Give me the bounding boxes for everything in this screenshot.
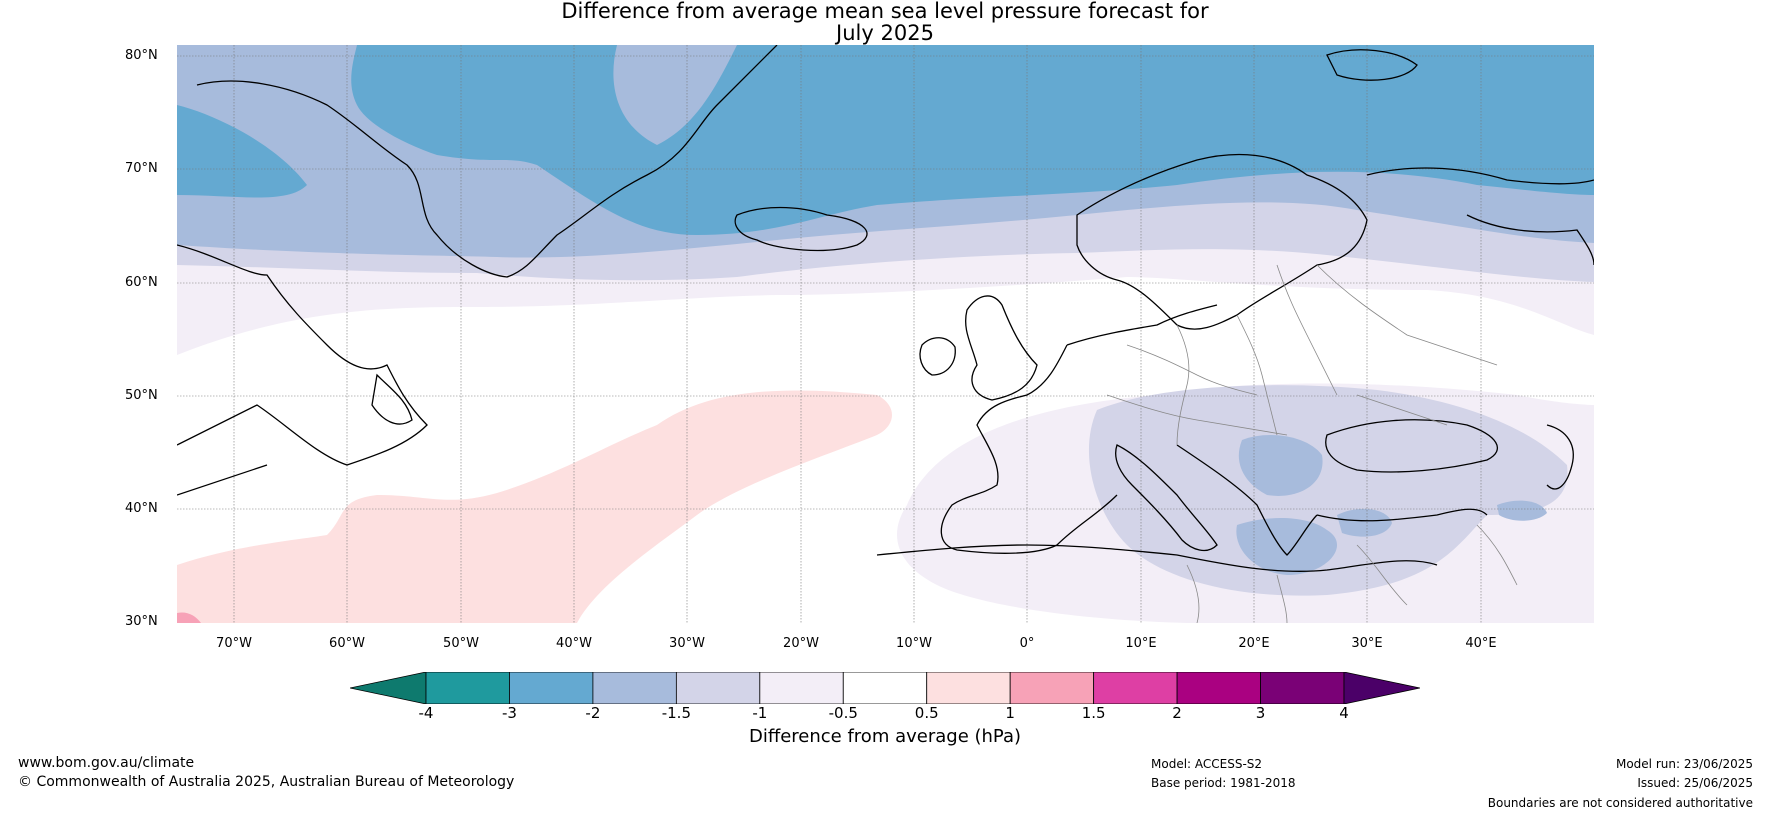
lat-label-80n: 80°N — [125, 48, 158, 63]
footer-model: Model: ACCESS-S2 — [1151, 757, 1263, 771]
anomaly-aegean-minus-1.5 — [1236, 518, 1338, 575]
colorbar-tick-label: -2 — [585, 704, 601, 722]
colorbar-segment — [842, 672, 928, 704]
coast-iceland — [734, 206, 868, 252]
anomaly-anatolia-minus-1.5 — [1337, 508, 1392, 537]
anomaly-mediterranean-minus-1 — [1088, 385, 1568, 596]
colorbar-segment — [592, 672, 677, 704]
coast-norway — [1076, 153, 1368, 330]
lon-label-40e: 40°E — [1465, 636, 1497, 651]
lat-label-50n: 50°N — [125, 388, 158, 403]
colorbar-tick-label: 0.5 — [914, 704, 939, 722]
lon-label-10e: 10°E — [1125, 636, 1157, 651]
footer-issued: Issued: 25/06/2025 — [1637, 776, 1753, 790]
colorbar-tick-label: -0.5 — [828, 704, 858, 722]
anomaly-band-minus-2-west — [177, 105, 307, 198]
colorbar-tick-label: 3 — [1255, 704, 1266, 722]
colorbar-tick-label: -1 — [752, 704, 768, 722]
lon-label-30e: 30°E — [1351, 636, 1383, 651]
footer-copyright: © Commonwealth of Australia 2025, Austra… — [18, 774, 515, 790]
coast-black-sea — [1325, 419, 1499, 473]
anomaly-mediterranean-minus-1.5 — [1238, 435, 1323, 496]
colorbar-tick-label: 1 — [1005, 704, 1015, 722]
lon-label-0: 0° — [1019, 636, 1035, 651]
coast-france-iberia — [940, 344, 1118, 554]
footer-model-run: Model run: 23/06/2025 — [1615, 757, 1753, 771]
lat-label-70n: 70°N — [125, 161, 158, 176]
anomaly-band-minus-2 — [177, 45, 1594, 235]
lon-label-20e: 20°E — [1238, 636, 1270, 651]
coast-newfoundland — [371, 373, 413, 425]
colorbar-segment — [509, 672, 594, 704]
coast-north-sea — [1066, 304, 1218, 346]
coast-balkans — [1176, 444, 1318, 556]
colorbar-tick-label: -3 — [501, 704, 517, 722]
colorbar-extend-low — [350, 672, 427, 704]
coast-north-africa — [876, 544, 1438, 572]
colorbar-segment — [425, 672, 510, 704]
colorbar-tick-label: 2 — [1172, 704, 1182, 722]
lon-label-70w: 70°W — [216, 636, 252, 651]
lon-label-50w: 50°W — [443, 636, 479, 651]
map-title-line2: July 2025 — [836, 21, 934, 45]
anomaly-caspian-minus-1.5 — [1497, 500, 1547, 521]
pressure-anomaly-map — [176, 44, 1595, 624]
anomaly-corner-plus-1 — [177, 612, 201, 623]
lon-label-60w: 60°W — [329, 636, 365, 651]
colorbar-segment — [926, 672, 1011, 704]
coast-caspian — [1546, 424, 1574, 490]
colorbar-label: Difference from average (hPa) — [748, 726, 1022, 747]
country-borders — [1106, 264, 1518, 624]
colorbar — [350, 672, 1420, 704]
coast-kola — [1366, 167, 1595, 185]
colorbar-tick-label: 1.5 — [1081, 704, 1106, 722]
coast-greenland — [196, 44, 778, 278]
footer-disclaimer: Boundaries are not considered authoritat… — [1487, 796, 1753, 810]
colorbar-segment — [1176, 672, 1261, 704]
colorbar-tick-label: 4 — [1339, 704, 1349, 722]
footer-website: www.bom.gov.au/climate — [18, 755, 195, 771]
coast-arctic-russia — [1466, 214, 1595, 266]
coast-turkey — [1316, 508, 1488, 522]
coast-svalbard — [1326, 49, 1418, 81]
colorbar-extend-high — [1343, 672, 1420, 704]
lon-label-20w: 20°W — [783, 636, 819, 651]
colorbar-tick-label: -4 — [418, 704, 434, 722]
colorbar-tick-label: -1.5 — [661, 704, 691, 722]
colorbar-segment — [675, 672, 761, 704]
lat-label-60n: 60°N — [125, 275, 158, 290]
colorbar-segment — [759, 672, 844, 704]
coastlines — [176, 44, 1595, 572]
lon-label-10w: 10°W — [896, 636, 932, 651]
lat-label-40n: 40°N — [125, 501, 158, 516]
map-title-line1: Difference from average mean sea level p… — [561, 0, 1209, 23]
lon-label-40w: 40°W — [556, 636, 592, 651]
footer-base-period: Base period: 1981-2018 — [1151, 776, 1296, 790]
colorbar-segment — [1093, 672, 1178, 704]
coast-labrador — [176, 244, 428, 466]
coast-canada-south — [176, 464, 268, 496]
anomaly-atlantic-plus-0.5 — [177, 390, 892, 623]
coast-great-britain — [965, 295, 1038, 401]
lat-label-30n: 30°N — [125, 614, 158, 629]
lon-label-30w: 30°W — [669, 636, 705, 651]
colorbar-segment — [1260, 672, 1345, 704]
coast-ireland — [919, 337, 956, 376]
gridlines — [177, 45, 1594, 623]
coast-italy — [1115, 444, 1218, 552]
colorbar-segment — [1009, 672, 1095, 704]
